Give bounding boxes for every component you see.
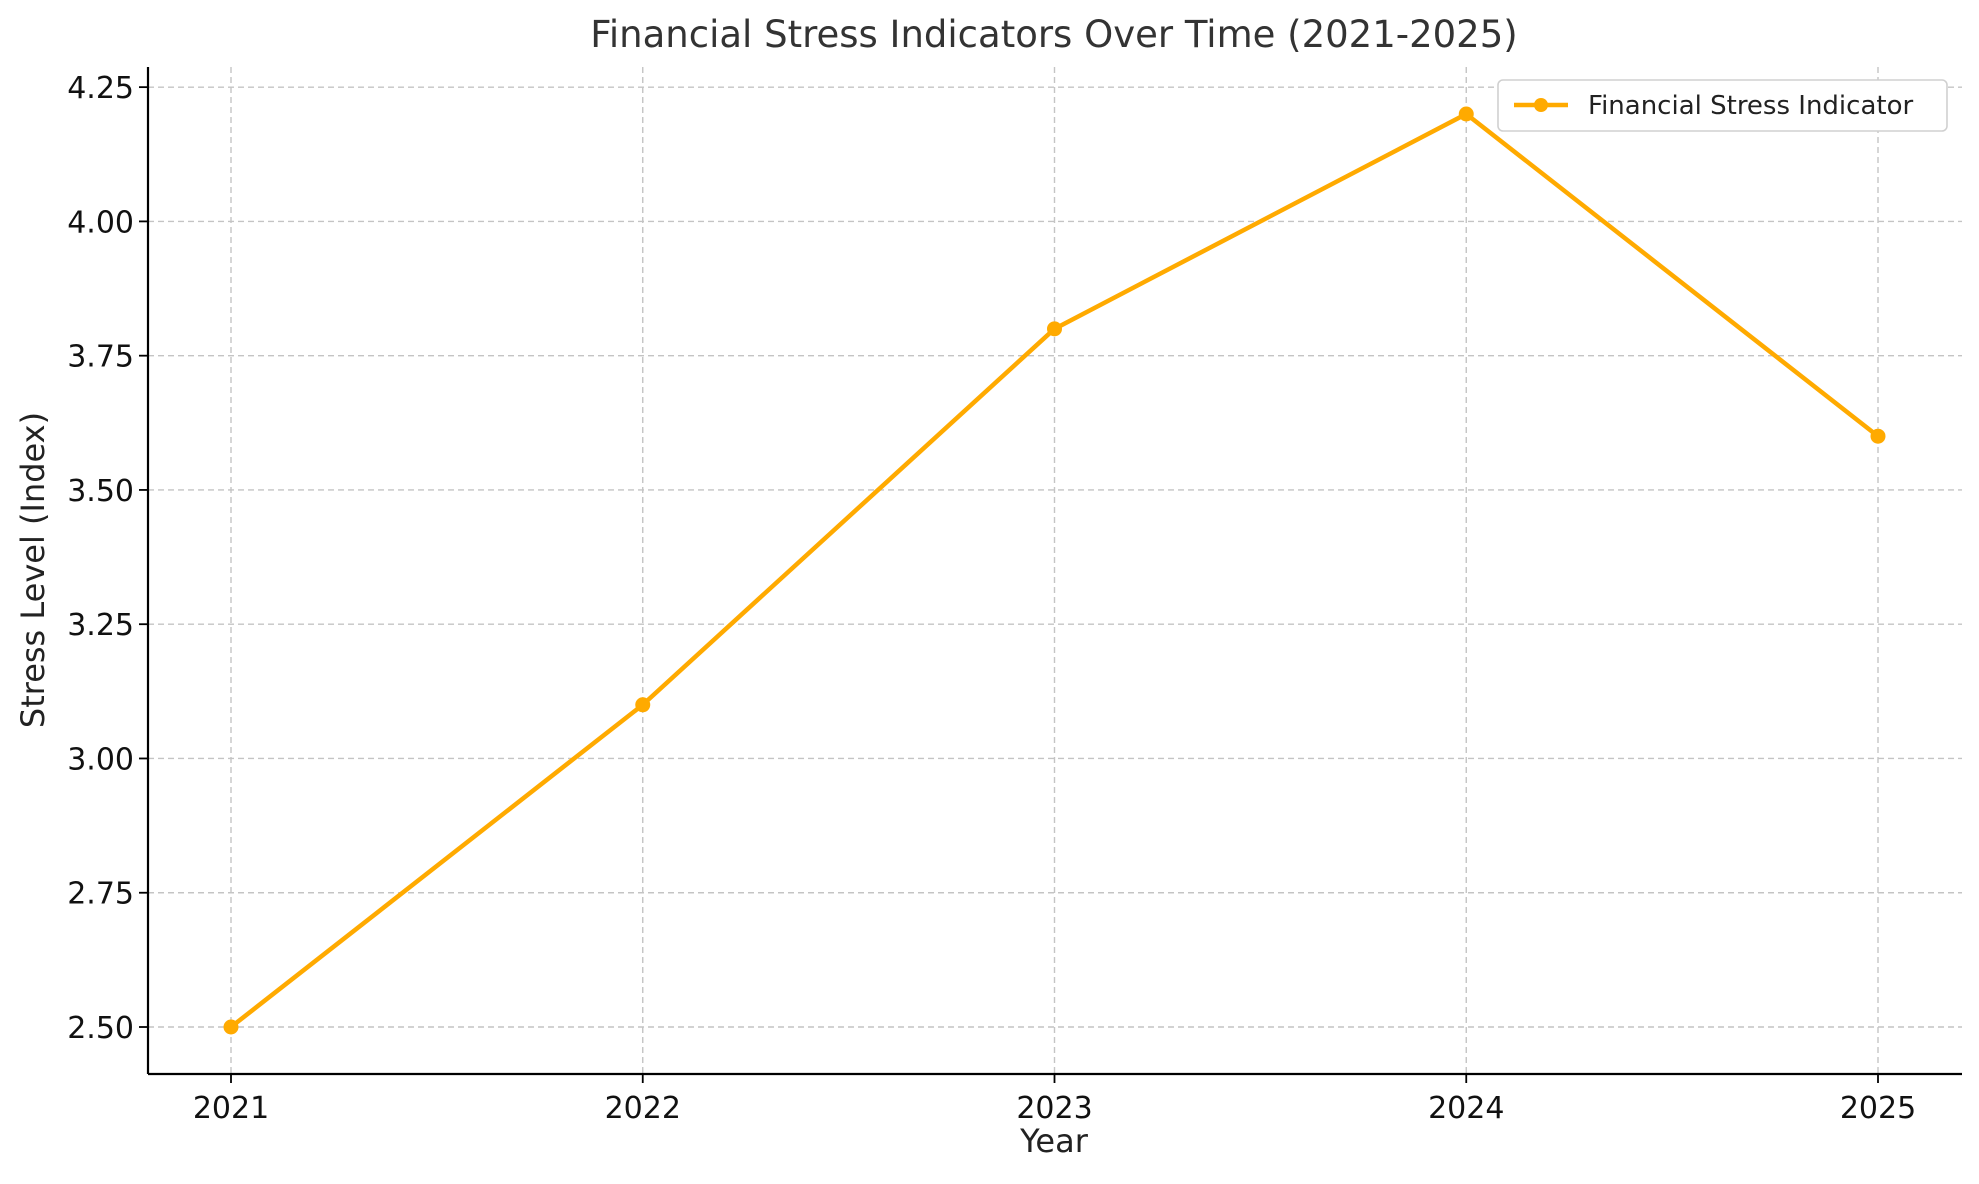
x-tick-label: 2023	[1016, 1091, 1092, 1126]
grid-layer	[148, 67, 1962, 1074]
y-tick-label: 4.00	[67, 205, 134, 240]
chart-title: Financial Stress Indicators Over Time (2…	[590, 13, 1517, 56]
y-tick-label: 3.00	[67, 742, 134, 777]
x-tick-label: 2025	[1840, 1091, 1916, 1126]
ticks-layer: 2021 2022 2023 2024 2025 2.50 2.75 3.00 3.25 3.50…	[67, 71, 1916, 1126]
x-tick-label: 2021	[193, 1091, 269, 1126]
x-axis-label: Year	[1019, 1122, 1089, 1160]
y-tick-label: 2.50	[67, 1011, 134, 1046]
x-tick-label: 2024	[1428, 1091, 1504, 1126]
data-point-marker	[1870, 428, 1886, 444]
y-tick-label: 3.75	[67, 340, 134, 375]
y-tick-label: 2.75	[67, 877, 134, 912]
legend-box	[1497, 79, 1948, 132]
legend-series-label: Financial Stress Indicator	[1588, 91, 1913, 121]
y-tick-label: 3.25	[67, 608, 134, 643]
y-tick-label: 3.50	[67, 474, 134, 509]
y-tick-label: 4.25	[67, 71, 134, 106]
legend-series-marker	[1534, 98, 1548, 112]
legend: Financial Stress Indicator	[1497, 79, 1948, 132]
data-point-marker	[1047, 321, 1062, 337]
y-axis-label: Stress Level (Index)	[14, 412, 52, 728]
data-point-marker	[223, 1019, 239, 1035]
x-tick-label: 2022	[605, 1091, 681, 1126]
series-layer	[223, 106, 1886, 1035]
data-point-marker	[1458, 106, 1474, 122]
data-point-marker	[635, 697, 651, 713]
